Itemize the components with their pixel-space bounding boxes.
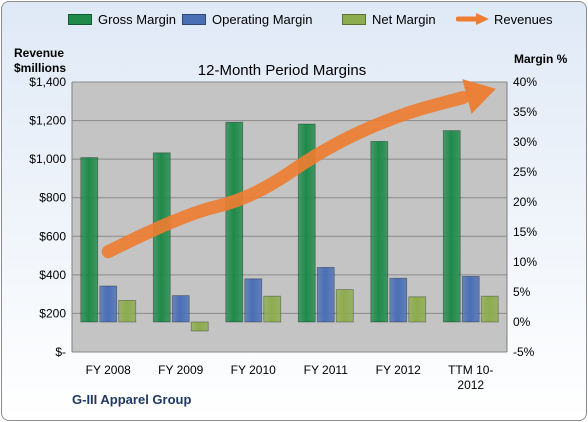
net-margin-bar: [335, 289, 354, 323]
x-tick-label: 2012: [457, 378, 484, 392]
right-tick-label: 40%: [513, 75, 537, 89]
right-tick-label: 20%: [513, 195, 537, 209]
gross-margin-swatch: [68, 13, 92, 25]
operating-margin-bar: [171, 295, 190, 323]
legend-item-revenues: Revenues: [456, 8, 553, 30]
gross-margin-bar: [442, 130, 461, 323]
x-tick-label: FY 2011: [304, 363, 349, 377]
net-margin-bar: [480, 295, 499, 323]
operating-margin-bar: [244, 278, 263, 323]
left-tick-label: $600: [39, 229, 66, 243]
right-tick-label: 15%: [513, 225, 537, 239]
chart-title: 12-Month Period Margins: [197, 62, 367, 79]
legend-item-net-margin: Net Margin: [342, 8, 436, 30]
plot-area: [72, 82, 507, 352]
left-axis-title-line: $millions: [14, 61, 67, 75]
left-tick-label: $400: [39, 268, 66, 282]
right-tick-label: 35%: [513, 105, 537, 119]
right-tick-label: 30%: [513, 135, 537, 149]
left-tick-label: $200: [39, 306, 66, 320]
company-name: G-III Apparel Group: [72, 392, 192, 407]
right-tick-label: 25%: [513, 165, 537, 179]
left-tick-label: $-: [55, 345, 66, 359]
revenues-line: [101, 91, 470, 259]
left-tick-label: $800: [39, 191, 66, 205]
gross-margin-bar: [225, 121, 244, 323]
revenues-point: [325, 147, 327, 149]
legend-label: Operating Margin: [212, 11, 313, 27]
revenues-point: [470, 95, 472, 96]
net-margin-swatch: [342, 13, 366, 25]
right-tick-label: 0%: [513, 315, 531, 329]
gross-margin-bar: [370, 140, 389, 323]
left-tick-label: $1,000: [29, 152, 66, 166]
gross-margin-bar: [80, 157, 99, 323]
revenues-arrowhead: [462, 79, 496, 114]
left-tick-label: $1,200: [29, 114, 66, 128]
legend-item-operating-margin: Operating Margin: [182, 8, 312, 30]
net-margin-bar: [408, 296, 427, 323]
operating-margin-bar: [99, 285, 118, 323]
revenue-arrow-icon: [456, 13, 489, 25]
revenues-point: [180, 214, 182, 216]
operating-margin-bar: [316, 266, 335, 323]
revenues-point: [107, 251, 109, 253]
x-tick-label: FY 2012: [376, 363, 421, 377]
legend-label: Revenues: [494, 11, 553, 27]
right-axis-title: Margin %: [514, 52, 568, 66]
operating-margin-swatch: [182, 13, 206, 25]
x-tick-label: FY 2010: [231, 363, 276, 377]
gross-margin-bar: [152, 152, 171, 323]
gross-margin-bar: [297, 123, 316, 323]
operating-margin-bar: [461, 275, 480, 323]
legend-label: Net Margin: [372, 11, 436, 27]
right-tick-label: -5%: [513, 345, 535, 359]
revenues-point: [397, 114, 399, 116]
right-tick-label: 10%: [513, 255, 537, 269]
legend: Gross Margin Operating Margin Net Margin…: [2, 8, 586, 30]
left-axis-title: Revenue $millions: [14, 46, 66, 76]
legend-item-gross-margin: Gross Margin: [68, 8, 176, 30]
revenues-point: [252, 197, 254, 199]
net-margin-bar: [190, 321, 209, 332]
net-margin-bar: [118, 299, 137, 323]
x-tick-label: FY 2009: [158, 363, 203, 377]
operating-margin-bar: [389, 277, 408, 323]
legend-label: Gross Margin: [98, 11, 177, 27]
net-margin-bar: [263, 295, 282, 323]
left-axis-title-line: Revenue: [14, 46, 65, 60]
x-tick-label: TTM 10-: [448, 363, 493, 377]
x-tick-label: FY 2008: [86, 363, 131, 377]
right-tick-label: 5%: [513, 285, 531, 299]
left-tick-label: $1,400: [29, 75, 66, 89]
